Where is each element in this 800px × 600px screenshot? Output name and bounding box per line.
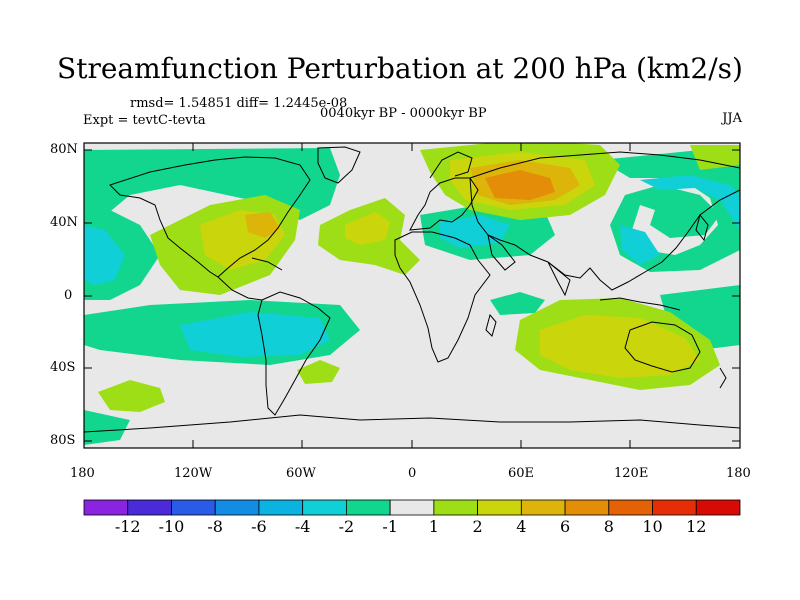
lat-tick-marks (84, 149, 740, 442)
lat-tick-label: 40S (50, 360, 76, 375)
lon-tick-marks (83, 143, 741, 448)
lat-tick-label: 0 (64, 288, 73, 303)
colorbar-swatch (258, 499, 304, 516)
negative-anomalies (84, 148, 740, 445)
colorbar (83, 499, 741, 516)
colorbar-label: 4 (516, 517, 527, 536)
colorbar-label: 6 (559, 517, 571, 536)
colorbar-swatch (477, 499, 522, 516)
colorbar-label: -2 (338, 517, 355, 536)
colorbar-swatch (302, 499, 347, 516)
lon-tick-label: 0 (408, 466, 417, 481)
lon-tick-label: 180 (726, 466, 751, 481)
plot-title: Streamfunction Perturbation at 200 hPa (… (57, 52, 743, 85)
period-label: 0040kyr BP - 0000kyr BP (320, 106, 487, 121)
colorbar-label: 8 (603, 517, 614, 536)
lon-tick-label: 60W (286, 466, 316, 481)
colorbar-label: 10 (642, 517, 663, 536)
colorbar-swatch (127, 499, 172, 516)
colorbar-label: -12 (114, 517, 141, 536)
colorbar-swatch (171, 499, 216, 516)
colorbar-swatch (433, 499, 479, 516)
colorbar-label: 1 (428, 517, 439, 536)
field-background (84, 143, 740, 448)
colorbar-swatch (652, 499, 697, 516)
lat-tick-label: 80S (50, 433, 76, 448)
positive-anomalies (98, 143, 740, 412)
coastlines (84, 146, 740, 433)
colorbar-label: -10 (158, 517, 185, 536)
colorbar-swatch (520, 499, 566, 516)
lon-tick-label: 180 (70, 466, 95, 481)
colorbar-swatch (389, 499, 435, 516)
colorbar-label: 12 (686, 517, 707, 536)
colorbar-label: 2 (472, 517, 483, 536)
colorbar-label: -4 (294, 517, 311, 536)
colorbar-swatch (214, 499, 260, 516)
lon-tick-label: 120W (174, 466, 213, 481)
colorbar-swatch (83, 499, 129, 516)
colorbar-swatch (564, 499, 610, 516)
stats-line: rmsd= 1.54851 diff= 1.2445e-08 (130, 96, 348, 111)
colorbar-swatch (608, 499, 653, 516)
lat-tick-label: 40N (50, 215, 78, 230)
experiment-label: Expt = tevtC-tevta (83, 113, 206, 128)
colorbar-swatch (695, 499, 741, 516)
colorbar-label: -6 (251, 517, 267, 536)
colorbar-swatch (345, 499, 391, 516)
lat-tick-label: 80N (50, 142, 78, 157)
colorbar-label: -8 (207, 517, 223, 536)
season-label: JJA (722, 111, 742, 126)
lon-tick-label: 120E (614, 466, 649, 481)
lon-tick-label: 60E (508, 466, 535, 481)
colorbar-label: -1 (382, 517, 398, 536)
